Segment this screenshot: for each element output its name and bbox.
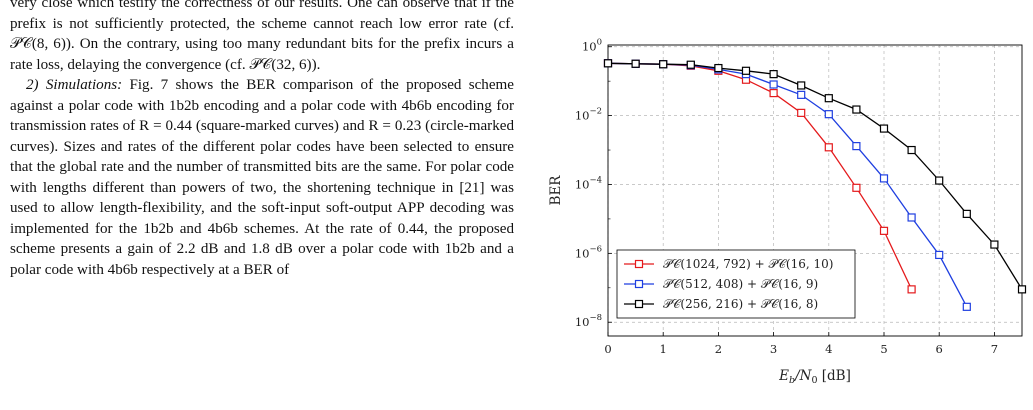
y-tick-label: 10−2 <box>575 107 602 123</box>
x-tick-label: 4 <box>825 342 832 356</box>
series-1-point <box>852 183 861 192</box>
legend-label-2: 𝒫𝒞(512, 408) + 𝒫𝒞(16, 9) <box>663 277 818 291</box>
plot-frame <box>607 44 1023 337</box>
series-3-point <box>797 81 806 90</box>
series-3-point <box>714 63 723 73</box>
x-tick-label: 1 <box>660 342 667 356</box>
x-tick-label: 5 <box>880 342 887 356</box>
chart-axes: 0 1 2 3 4 5 6 7 100 10−2 10−4 10−6 10−8 Eb/N0 [dB] BER <box>548 38 998 386</box>
series-3-point <box>741 66 751 75</box>
series-2-point <box>852 142 861 151</box>
series-3-point <box>907 145 916 155</box>
series-1-point <box>824 143 833 152</box>
y-tick-label: 10−4 <box>575 175 602 191</box>
legend-marker-1 <box>634 259 644 269</box>
x-tick-label: 0 <box>604 342 611 356</box>
series-2-point <box>879 174 889 183</box>
series-3-point <box>990 240 999 249</box>
series-line-3 <box>607 62 1023 290</box>
x-tick-label: 2 <box>715 342 722 356</box>
series-3-point <box>659 60 668 69</box>
ber-chart: 0 1 2 3 4 5 6 7 100 10−2 10−4 10−6 10−8 Eb/N0 [dB] BER… <box>548 38 1027 386</box>
series-1-point <box>797 108 806 117</box>
section-label: 2) Simulations: <box>26 77 123 93</box>
series-layer <box>603 59 1027 311</box>
series-3-point <box>852 105 861 114</box>
chart-legend: 𝒫𝒞(1024, 792) + 𝒫𝒞(16, 10) 𝒫𝒞(512, 408) +… <box>616 249 856 319</box>
series-2-point <box>797 90 806 99</box>
series-3-point <box>769 70 778 79</box>
series-3-point <box>603 59 613 68</box>
paragraph-2-body: Fig. 7 shows the BER comparison of the p… <box>10 77 514 278</box>
series-3-point <box>1017 285 1027 294</box>
x-tick-label: 7 <box>991 342 998 356</box>
series-3-point <box>686 60 695 69</box>
series-3-point <box>631 59 640 68</box>
series-3-point <box>962 209 971 218</box>
x-tick-label: 3 <box>770 342 777 356</box>
legend-marker-2 <box>634 279 644 289</box>
y-tick-label: 10−8 <box>575 313 602 329</box>
series-3-point <box>879 124 889 133</box>
series-2-point <box>769 80 778 89</box>
paper-paragraph-1: very close which testify the correctness… <box>10 0 514 73</box>
y-axis-title: BER <box>548 175 564 206</box>
x-tick-label: 6 <box>936 342 943 356</box>
y-tick-label: 100 <box>582 38 602 54</box>
legend-label-3: 𝒫𝒞(256, 216) + 𝒫𝒞(16, 8) <box>663 297 818 311</box>
legend-box <box>616 249 856 319</box>
paper-text-column: very close which testify the correctness… <box>10 0 514 280</box>
series-1-point <box>879 226 889 235</box>
series-1-point <box>769 89 778 98</box>
series-1-point <box>907 285 916 294</box>
series-2-point <box>935 250 944 260</box>
legend-marker-3 <box>634 299 644 309</box>
series-2-point <box>962 302 971 311</box>
y-tick-label: 10−6 <box>575 244 602 260</box>
series-2-point <box>907 213 916 222</box>
series-3-point <box>935 176 944 185</box>
ber-figure: 0 1 2 3 4 5 6 7 100 10−2 10−4 10−6 10−8 Eb/N0 [dB] BER… <box>520 0 1033 410</box>
legend-label-1: 𝒫𝒞(1024, 792) + 𝒫𝒞(16, 10) <box>663 257 833 271</box>
x-axis-title: Eb/N0 [dB] <box>778 368 851 386</box>
paper-paragraph-2: 2) Simulations: Fig. 7 shows the BER com… <box>10 75 514 280</box>
series-2-point <box>824 110 833 119</box>
plot-area <box>607 44 1023 337</box>
series-3-point <box>824 94 833 103</box>
